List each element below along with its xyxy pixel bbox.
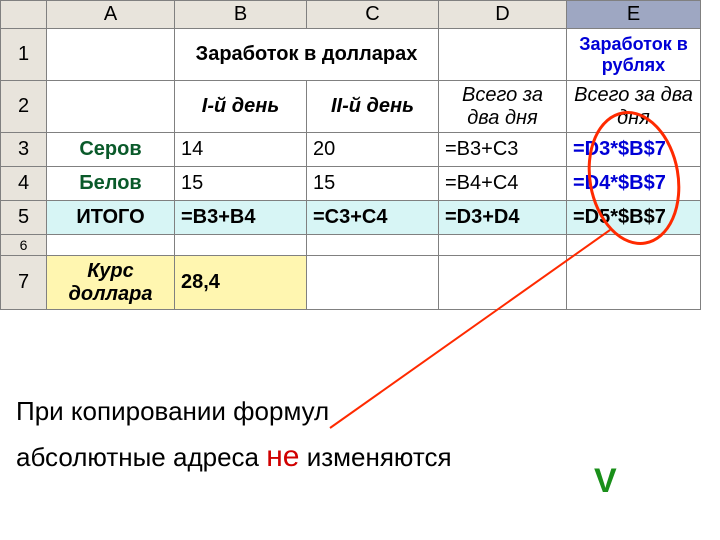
cell-E1[interactable]: Заработок в рублях bbox=[567, 29, 701, 81]
cell-C4[interactable]: 15 bbox=[307, 167, 439, 201]
cell-D5[interactable]: =D3+D4 bbox=[439, 201, 567, 235]
row-header-2[interactable]: 2 bbox=[1, 81, 47, 133]
cell-E7[interactable] bbox=[567, 256, 701, 310]
cell-C5[interactable]: =C3+C4 bbox=[307, 201, 439, 235]
cell-B4[interactable]: 15 bbox=[175, 167, 307, 201]
cell-E4[interactable]: =D4*$B$7 bbox=[567, 167, 701, 201]
caption-emphasis-ne: не bbox=[266, 440, 299, 473]
row-5: 5 ИТОГО =B3+B4 =C3+C4 =D3+D4 =D5*$B$7 bbox=[1, 201, 701, 235]
row-4: 4 Белов 15 15 =B4+C4 =D4*$B$7 bbox=[1, 167, 701, 201]
cell-B7[interactable]: 28,4 bbox=[175, 256, 307, 310]
spreadsheet-container: A B C D E 1 Заработок в долларах Заработ… bbox=[0, 0, 720, 310]
row-3: 3 Серов 14 20 =B3+C3 =D3*$B$7 bbox=[1, 133, 701, 167]
cell-C6[interactable] bbox=[307, 235, 439, 256]
cell-C2[interactable]: II-й день bbox=[307, 81, 439, 133]
cell-A5[interactable]: ИТОГО bbox=[47, 201, 175, 235]
row-header-4[interactable]: 4 bbox=[1, 167, 47, 201]
row-header-1[interactable]: 1 bbox=[1, 29, 47, 81]
caption-line-1: При копировании формул bbox=[16, 396, 329, 427]
v-checkmark: V bbox=[594, 462, 617, 501]
cell-A3[interactable]: Серов bbox=[47, 133, 175, 167]
row-header-5[interactable]: 5 bbox=[1, 201, 47, 235]
row-header-6[interactable]: 6 bbox=[1, 235, 47, 256]
row-6: 6 bbox=[1, 235, 701, 256]
cell-D7[interactable] bbox=[439, 256, 567, 310]
cell-B2[interactable]: I-й день bbox=[175, 81, 307, 133]
caption-line-2: абсолютные адреса не изменяются bbox=[16, 440, 452, 474]
cell-D2[interactable]: Всего за два дня bbox=[439, 81, 567, 133]
cell-A2[interactable] bbox=[47, 81, 175, 133]
row-7: 7 Курс доллара 28,4 bbox=[1, 256, 701, 310]
row-1: 1 Заработок в долларах Заработок в рубля… bbox=[1, 29, 701, 81]
cell-C7[interactable] bbox=[307, 256, 439, 310]
cell-E2[interactable]: Всего за два дня bbox=[567, 81, 701, 133]
cell-D3[interactable]: =B3+C3 bbox=[439, 133, 567, 167]
cell-A4[interactable]: Белов bbox=[47, 167, 175, 201]
col-header-E[interactable]: E bbox=[567, 1, 701, 29]
spreadsheet-grid: A B C D E 1 Заработок в долларах Заработ… bbox=[0, 0, 701, 310]
row-2: 2 I-й день II-й день Всего за два дня Вс… bbox=[1, 81, 701, 133]
col-header-C[interactable]: C bbox=[307, 1, 439, 29]
col-header-row: A B C D E bbox=[1, 1, 701, 29]
cell-E6[interactable] bbox=[567, 235, 701, 256]
col-header-B[interactable]: B bbox=[175, 1, 307, 29]
caption-line-2a: абсолютные адреса bbox=[16, 442, 266, 472]
col-header-D[interactable]: D bbox=[439, 1, 567, 29]
cell-B1[interactable]: Заработок в долларах bbox=[175, 29, 439, 81]
cell-B3[interactable]: 14 bbox=[175, 133, 307, 167]
select-all-corner[interactable] bbox=[1, 1, 47, 29]
col-header-A[interactable]: A bbox=[47, 1, 175, 29]
cell-C3[interactable]: 20 bbox=[307, 133, 439, 167]
cell-E3[interactable]: =D3*$B$7 bbox=[567, 133, 701, 167]
cell-A1[interactable] bbox=[47, 29, 175, 81]
cell-E5[interactable]: =D5*$B$7 bbox=[567, 201, 701, 235]
row-header-3[interactable]: 3 bbox=[1, 133, 47, 167]
cell-B6[interactable] bbox=[175, 235, 307, 256]
cell-D4[interactable]: =B4+C4 bbox=[439, 167, 567, 201]
cell-A7[interactable]: Курс доллара bbox=[47, 256, 175, 310]
cell-B5[interactable]: =B3+B4 bbox=[175, 201, 307, 235]
caption-line-2b: изменяются bbox=[299, 442, 451, 472]
row-header-7[interactable]: 7 bbox=[1, 256, 47, 310]
cell-D6[interactable] bbox=[439, 235, 567, 256]
cell-D1[interactable] bbox=[439, 29, 567, 81]
cell-A6[interactable] bbox=[47, 235, 175, 256]
